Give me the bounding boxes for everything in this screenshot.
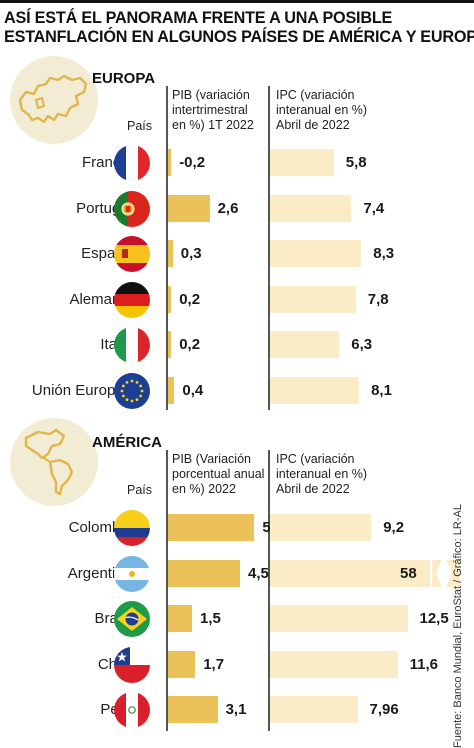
flag-peru-icon xyxy=(114,692,150,728)
europe-ipc-header-line-2: interanual en %) xyxy=(276,103,368,117)
europe-country-header: País xyxy=(126,119,152,133)
america-pib-header-line-1: PIB (Variación xyxy=(172,452,251,466)
pib-value-chile: 1,7 xyxy=(203,655,225,673)
flag-spain-icon xyxy=(114,236,150,272)
ipc-value-italia: 6,3 xyxy=(351,336,373,353)
pib-value-brasil: 1,5 xyxy=(200,610,221,627)
chart-title-line-1: ASÍ ESTÁ EL PANORAMA FRENTE A UNA POSIBL… xyxy=(4,9,393,27)
flag-colombia-icon xyxy=(114,510,150,546)
flag-eu-icon xyxy=(114,372,150,409)
america-row-brasil: Brasil 1,5 12,5 xyxy=(0,599,474,639)
pib-value-peru: 3,1 xyxy=(225,701,247,718)
flag-france-icon xyxy=(114,145,150,181)
ipc-value-alemania: 7,8 xyxy=(367,290,389,308)
pib-bar-espana xyxy=(168,240,173,267)
europe-row-espana: España 0,3 8,3 xyxy=(0,234,474,274)
country-label-union-europea: Unión Europea xyxy=(31,381,132,399)
ipc-value-argentina: 58 xyxy=(400,564,417,582)
ipc-value-peru: 7,96 xyxy=(369,701,399,718)
ipc-value-portugal: 7,4 xyxy=(363,199,385,217)
america-pib-header-line-2: porcentual anual xyxy=(172,467,265,481)
pib-bar-peru xyxy=(168,696,218,723)
chart-title: ASÍ ESTÁ EL PANORAMA FRENTE A UNA POSIBL… xyxy=(4,9,474,47)
america-ipc-header-line-1: IPC (variación xyxy=(276,452,355,466)
ipc-bar-union-europea xyxy=(270,376,360,404)
ipc-bar-peru xyxy=(270,696,358,723)
europe-pib-header-line-3: en %) 1T 2022 xyxy=(172,118,254,132)
europe-pib-header: PIB (variación intertrimestral en %) 1T … xyxy=(172,88,254,133)
pib-bar-colombia xyxy=(168,514,255,541)
flag-germany-icon xyxy=(114,281,150,318)
europe-pib-header-line-2: intertrimestral xyxy=(172,103,248,117)
pib-value-francia: -0,2 xyxy=(179,154,206,171)
ipc-value-union-europea: 8,1 xyxy=(371,381,392,399)
america-ipc-header-line-3: Abril de 2022 xyxy=(276,482,350,496)
pib-value-italia: 0,2 xyxy=(179,336,201,353)
pib-bar-francia xyxy=(168,149,172,176)
pib-value-union-europea: 0,4 xyxy=(182,381,204,399)
ipc-value-espana: 8,3 xyxy=(373,245,395,262)
flag-portugal-icon xyxy=(114,190,150,227)
america-ipc-header-line-2: interanual en %) xyxy=(276,467,368,481)
ipc-bar-colombia xyxy=(270,514,372,541)
ipc-value-colombia: 9,2 xyxy=(383,519,405,536)
america-pib-header-line-3: en %) 2022 xyxy=(172,482,236,496)
ipc-bar-portugal xyxy=(270,194,352,222)
flag-argentina-icon xyxy=(114,555,150,592)
ipc-bar-espana xyxy=(270,240,362,267)
europe-section-title: EUROPA xyxy=(92,70,156,87)
europe-row-francia: Francia -0,2 5,8 xyxy=(0,143,474,183)
pib-bar-alemania xyxy=(168,285,172,313)
pib-bar-union-europea xyxy=(168,376,175,404)
ipc-bar-francia xyxy=(270,149,334,176)
ipc-bar-argentina xyxy=(270,559,430,587)
europe-map-icon xyxy=(18,74,88,124)
americas-map-icon xyxy=(24,428,74,496)
america-row-chile: Chile1,711,6 xyxy=(0,645,474,685)
europe-pib-header-line-1: PIB (variación xyxy=(172,88,250,102)
europe-ipc-header: IPC (variación interanual en %) Abril de… xyxy=(276,88,367,133)
europe-row-italia: Italia0,26,3 xyxy=(0,325,474,365)
europe-circle-bg xyxy=(10,56,98,144)
america-ipc-header: IPC (variación interanual en %) Abril de… xyxy=(276,452,367,497)
chart-title-line-2: ESTANFLACIÓN EN ALGUNOS PAÍSES DE AMÉRIC… xyxy=(4,28,474,46)
europe-ipc-header-line-3: Abril de 2022 xyxy=(276,118,350,132)
ipc-bar-alemania xyxy=(270,285,356,313)
europe-ipc-header-line-1: IPC (variación xyxy=(276,88,355,102)
ipc-value-chile: 11,6 xyxy=(409,655,438,673)
ipc-value-brasil: 12,5 xyxy=(419,610,449,627)
america-pib-axis xyxy=(166,450,168,731)
ipc-bar-chile xyxy=(270,650,398,678)
europe-row-union-europea: Unión Europea 0,4 8,1 xyxy=(0,371,474,411)
america-row-colombia: Colombia5,49,2 xyxy=(0,508,474,548)
europe-pib-axis xyxy=(166,86,168,410)
top-rule xyxy=(0,0,474,3)
ipc-bar-brasil xyxy=(270,605,408,632)
pib-value-alemania: 0,2 xyxy=(179,290,201,308)
source-note: Fuente: Banco Mundial, EuroStat / Gráfic… xyxy=(452,504,464,748)
ipc-bar-italia xyxy=(270,331,340,358)
europe-row-portugal: Portugal 2,6 7,4 xyxy=(0,189,474,229)
america-country-header: País xyxy=(126,483,152,497)
flag-italy-icon xyxy=(114,327,150,363)
pib-bar-italia xyxy=(168,331,172,358)
pib-bar-brasil xyxy=(168,605,192,632)
america-row-peru: Perú3,17,96 xyxy=(0,690,474,730)
america-row-argentina: Argentina 4,5 58 xyxy=(0,554,474,594)
axis-break-icon xyxy=(432,558,464,594)
flag-brazil-icon xyxy=(114,601,150,637)
europe-ipc-axis xyxy=(268,86,270,410)
flag-chile-icon xyxy=(114,646,150,683)
america-ipc-axis xyxy=(268,450,270,731)
america-pib-header: PIB (Variación porcentual anual en %) 20… xyxy=(172,452,264,497)
pib-value-portugal: 2,6 xyxy=(217,199,239,217)
europe-row-alemania: Alemania 0,2 7,8 xyxy=(0,280,474,320)
ipc-value-francia: 5,8 xyxy=(345,154,367,171)
america-section-title: AMÉRICA xyxy=(92,434,162,451)
pib-bar-portugal xyxy=(168,194,210,222)
pib-value-espana: 0,3 xyxy=(180,245,202,262)
pib-value-argentina: 4,5 xyxy=(248,564,269,582)
pib-bar-argentina xyxy=(168,559,240,587)
pib-bar-chile xyxy=(168,650,196,678)
